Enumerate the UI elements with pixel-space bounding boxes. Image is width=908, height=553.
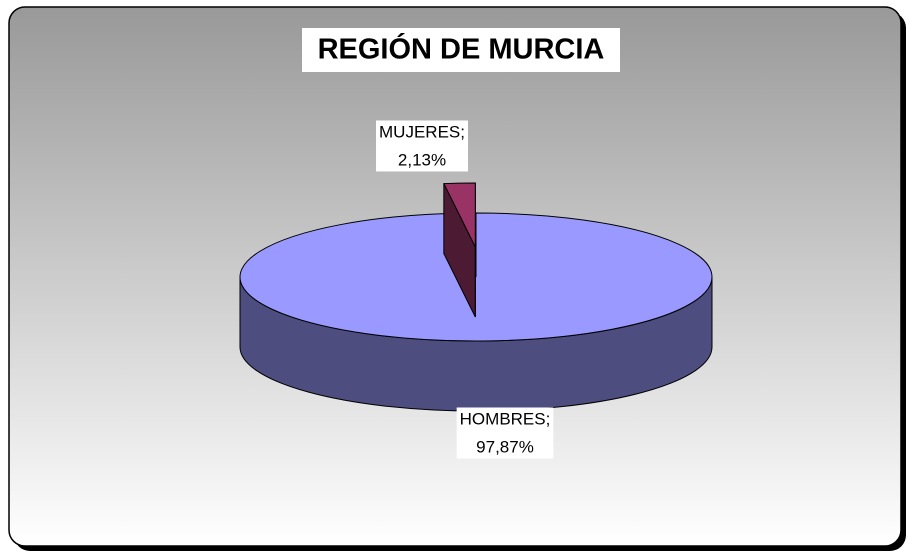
- slice: [239, 212, 713, 342]
- data-label: HOMBRES; 97,87%: [456, 407, 554, 459]
- chart-title: REGIÓN DE MURCIA: [318, 32, 605, 66]
- label-box: [376, 120, 468, 172]
- label-category: HOMBRES;: [460, 409, 551, 428]
- data-label: MUJERES; 2,13%: [376, 120, 468, 172]
- label-category: MUJERES;: [379, 122, 465, 141]
- label-box: [456, 407, 554, 459]
- title-box: [302, 28, 620, 72]
- slice: [443, 182, 476, 248]
- label-value: 97,87%: [476, 437, 534, 456]
- label-value: 2,13%: [398, 150, 446, 169]
